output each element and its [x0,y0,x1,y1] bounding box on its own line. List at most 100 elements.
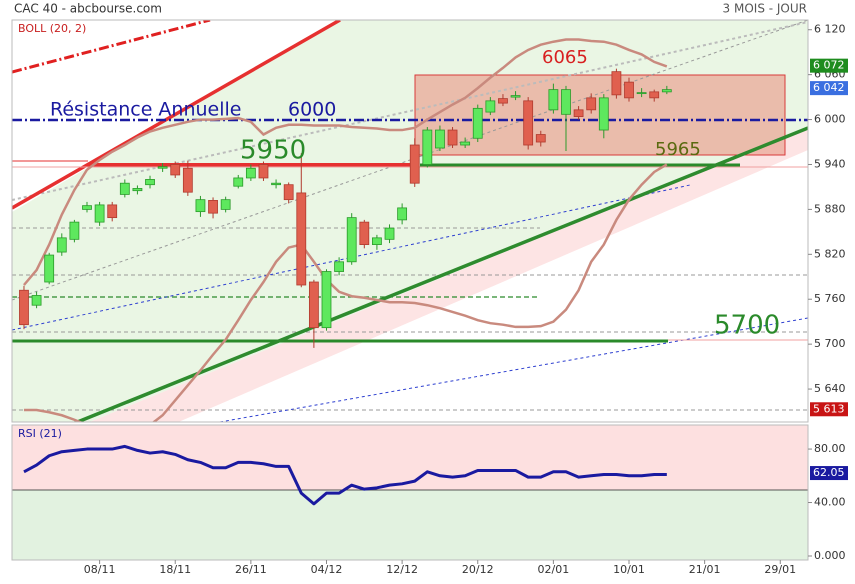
candle-body [548,89,559,111]
candle-body [535,134,546,143]
annotation: Résistance Annuelle [50,99,241,121]
candle-body [346,217,357,263]
candle-body [245,167,256,179]
candle-body [157,166,168,169]
x-tick-label: 21/01 [689,563,721,576]
y-tick-label: 5 880 [814,202,846,215]
candle-body [435,129,445,149]
x-tick-label: 18/11 [159,563,191,576]
y-tick-label: 5 640 [814,382,846,395]
candle-body [661,89,672,93]
rsi-line [23,444,667,506]
rsi-decor [12,425,808,560]
annotation: 5950 [240,136,306,166]
candle-body [498,98,508,104]
x-tick-label: 20/12 [462,563,494,576]
y-tick-label: 0.000 [814,549,846,562]
candle-body [472,107,483,139]
candle-body [523,100,534,146]
candle-body [485,100,496,113]
x-tick-label: 08/11 [84,563,116,576]
annotation: 6065 [542,47,588,68]
candle-body [372,237,382,245]
candle-body [561,89,571,115]
x-tick-label: 10/01 [613,563,645,576]
x-tick-label: 02/01 [538,563,570,576]
decor [12,20,808,422]
x-tick-label: 12/12 [386,563,418,576]
candle-body [649,91,660,99]
candle-body [321,271,332,329]
price-frame [11,19,809,423]
candle-body [598,97,609,131]
candle-body [56,237,67,253]
price-badge [810,58,848,73]
y-tick-label: 6 120 [814,23,846,36]
rsi-badge-label: 62.05 [813,466,845,479]
rsi-frame [11,424,809,561]
candle-body [447,129,458,146]
rsi-title: RSI (21) [18,427,62,440]
y-tick-label: 5 700 [814,337,846,350]
candle-body [359,221,370,245]
rsi-badge [810,466,848,481]
y-tick-label: 5 820 [814,247,846,260]
candle-body [182,167,193,193]
annotation: 5700 [714,311,780,341]
chart-subtitle: 3 MOIS - JOUR [723,2,807,16]
price-plot [19,38,672,422]
candle-body [170,164,181,176]
rsi-plot [23,444,667,506]
candle-body [19,289,29,326]
candle-body [384,227,395,240]
candle-body [422,129,433,165]
candle-body [334,261,344,272]
chart-title: CAC 40 - abcbourse.com [14,2,162,16]
candle-body [460,141,471,146]
candle-body [308,281,319,329]
candle-body [283,184,294,201]
y-tick-label: 80.00 [814,442,846,455]
price-badge [810,81,848,96]
candle-body [195,199,206,213]
candle-body [573,109,584,117]
candle-body [132,188,143,192]
candle-body [119,182,130,195]
price-badge-label: 6 042 [813,81,845,94]
candle-body [611,71,622,96]
price-badge [810,402,848,417]
x-tick-label: 26/11 [235,563,267,576]
y-tick-label: 5 940 [814,157,846,170]
bollinger-band [23,163,668,422]
x-tick-label: 04/12 [311,563,343,576]
indicator-label: BOLL (20, 2) [18,22,86,35]
candle-body [94,204,105,223]
candle-body [636,92,647,95]
candle-body [145,179,155,186]
candle-body [69,221,80,240]
candle-body [258,164,269,179]
candle-body [233,177,244,187]
price-badge-label: 6 072 [813,59,845,72]
price-badge-label: 5 613 [813,402,845,415]
candle-body [107,204,118,219]
y-tick-label: 40.00 [814,496,846,509]
candle-body [510,95,521,98]
candle-body [397,207,408,221]
candle-body [409,144,420,184]
candle-body [296,192,307,286]
candle-body [82,205,92,210]
candle-body [44,254,55,283]
candle-body [271,182,281,186]
bollinger-band [23,38,668,286]
y-tick-label: 6 000 [814,113,846,126]
candle-body [586,97,597,111]
candle-body [31,295,42,306]
candle-body [220,199,231,210]
candle-body [624,81,634,99]
x-tick-label: 29/01 [764,563,796,576]
y-tick-label: 5 760 [814,292,846,305]
annotation: 5965 [655,139,701,160]
candle-body [208,200,218,214]
